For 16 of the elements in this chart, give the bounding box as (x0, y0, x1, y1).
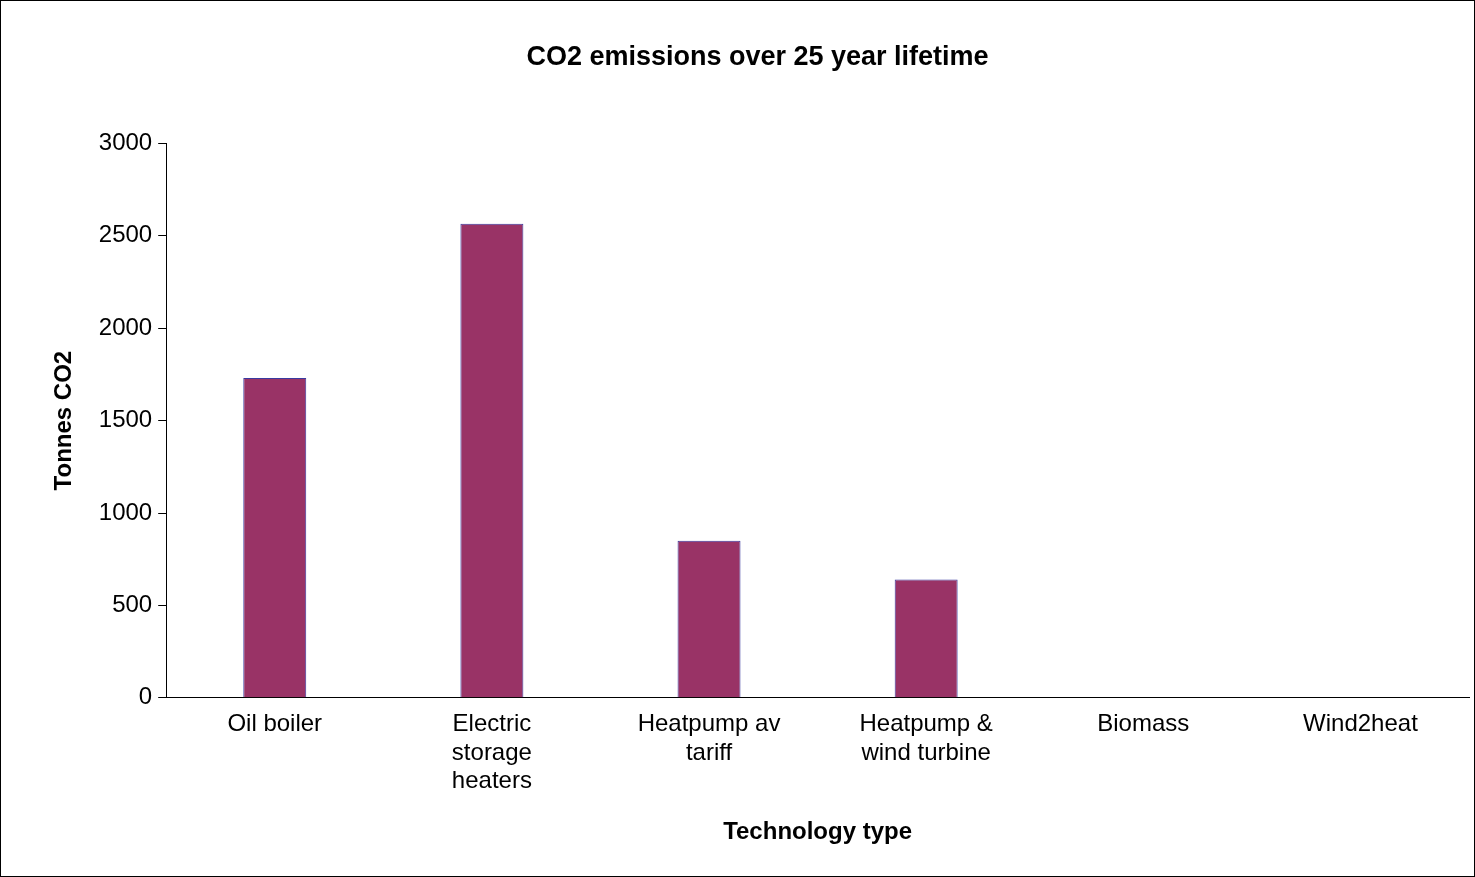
x-tick-label: Heatpump av tariff (637, 708, 781, 765)
y-tick-label: 2000 (98, 312, 153, 340)
x-tick-label: Oil boiler (227, 708, 323, 736)
y-tick-label: 0 (138, 682, 153, 710)
y-tick-label: 500 (112, 590, 153, 618)
chart-title: CO2 emissions over 25 year lifetime (526, 40, 989, 71)
y-tick-label: 1000 (98, 497, 153, 525)
y-tick-label: 1500 (98, 405, 153, 433)
x-tick-label: Biomass (1097, 708, 1190, 736)
y-tick-label: 2500 (98, 220, 153, 248)
x-axis-title: Technology type (723, 817, 913, 845)
x-tick-label: Wind2heat (1303, 708, 1419, 736)
y-tick-label: 3000 (98, 128, 153, 156)
x-tick-label: Electric storage heaters (451, 708, 532, 794)
y-axis-title: Tonnes CO2 (49, 350, 77, 491)
x-tick-label: Heatpump & wind turbine (859, 708, 993, 765)
